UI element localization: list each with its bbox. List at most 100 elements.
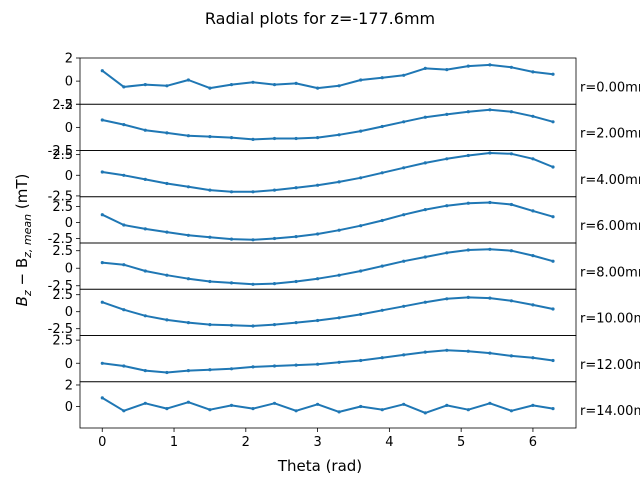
data-point-1-13 [380, 124, 384, 129]
data-point-6-4 [186, 369, 190, 373]
data-point-5-1 [122, 308, 126, 312]
data-point-0-17 [466, 64, 470, 68]
data-point-3-4 [186, 233, 190, 237]
y-tick-label-3-2: 2.5 [52, 200, 73, 215]
data-point-4-20 [531, 254, 535, 258]
data-point-1-0 [100, 118, 104, 122]
data-point-1-11 [337, 133, 341, 137]
data-point-2-13 [380, 171, 384, 175]
data-point-7-5 [208, 408, 212, 412]
data-point-2-4 [186, 185, 190, 189]
data-point-3-8 [272, 236, 277, 241]
data-point-5-13 [380, 308, 384, 312]
data-point-5-5 [208, 323, 212, 327]
data-point-1-7 [251, 137, 255, 141]
data-point-0-16 [445, 68, 449, 72]
data-point-2-7 [251, 190, 255, 194]
data-point-4-12 [359, 269, 363, 273]
data-point-2-8 [272, 188, 277, 192]
y-tick-label-5-2: 2.5 [52, 288, 73, 303]
data-point-1-9 [294, 136, 298, 141]
panel-label-5: r=10.00mm [580, 312, 640, 327]
data-point-5-20 [531, 303, 535, 307]
data-point-6-14 [402, 353, 406, 357]
y-tick-label-6-1: 2.5 [52, 334, 73, 349]
data-point-3-7 [251, 238, 255, 242]
x-tick-label-2: 2 [242, 435, 250, 450]
y-tick-label-4-0: -2.5 [48, 279, 73, 294]
data-point-4-11 [337, 273, 341, 277]
panel-label-4: r=8.00mm [580, 265, 640, 280]
data-point-3-18 [488, 200, 492, 205]
data-point-7-10 [316, 402, 320, 406]
data-point-2-14 [402, 166, 406, 170]
series-line-panel-7 [101, 397, 554, 414]
data-point-3-9 [294, 235, 298, 239]
data-point-3-10 [316, 232, 320, 236]
panel-2: -2.5 0 2.5 r=4.00mm [48, 148, 640, 204]
data-point-6-1 [122, 364, 126, 368]
y-tick-label-4-1: 0 [65, 262, 73, 277]
y-tick-label-3-1: 0 [65, 216, 73, 231]
data-point-7-15 [423, 411, 427, 415]
series-line-panel-2 [102, 152, 554, 193]
y-title-main: B [13, 296, 31, 306]
data-point-4-8 [272, 282, 277, 286]
data-point-7-21 [551, 407, 555, 411]
x-tick-label-6: 6 [529, 435, 537, 450]
x-tick-label-5: 5 [457, 435, 465, 450]
y-tick-label-5-1: 0 [65, 305, 73, 320]
data-point-0-11 [337, 84, 341, 88]
y-tick-label-3-0: -2.5 [48, 232, 73, 247]
series-line-panel-1 [102, 108, 554, 141]
data-point-0-15 [423, 66, 427, 70]
data-point-5-8 [272, 323, 277, 327]
x-axis: 0 1 2 3 4 5 6 [98, 428, 537, 450]
y-tick-label-0-2: 2 [65, 52, 73, 67]
data-point-5-0 [100, 300, 104, 304]
y-tick-label-1-2: 2.5 [52, 98, 73, 113]
data-point-5-4 [186, 321, 190, 325]
data-point-0-21 [551, 72, 555, 76]
data-point-2-16 [445, 157, 449, 161]
data-point-0-14 [402, 73, 406, 77]
data-point-3-12 [359, 224, 363, 228]
data-point-5-18 [488, 296, 492, 300]
data-point-1-2 [143, 128, 147, 132]
figure-title: Radial plots for z=-177.6mm [205, 9, 435, 28]
data-point-4-10 [316, 277, 320, 281]
data-point-3-17 [466, 201, 470, 205]
data-point-6-10 [316, 362, 320, 366]
data-point-5-6 [229, 323, 234, 327]
data-point-7-7 [251, 407, 255, 411]
data-point-5-9 [294, 321, 298, 325]
data-point-6-16 [445, 348, 449, 352]
y-tick-label-6-0: 0 [65, 357, 73, 372]
data-point-1-4 [186, 134, 190, 138]
panel-label-2: r=4.00mm [580, 173, 640, 188]
data-point-1-6 [229, 136, 234, 140]
series-line-panel-6 [102, 349, 554, 374]
x-axis-title: Theta (rad) [277, 457, 362, 475]
data-point-2-17 [466, 153, 470, 158]
data-point-7-17 [466, 408, 470, 412]
data-point-6-2 [143, 369, 147, 373]
data-point-3-6 [229, 237, 234, 241]
x-tick-label-1: 1 [170, 435, 178, 450]
data-point-6-17 [466, 349, 470, 353]
panel-0: -2 0 2 r=0.00mm [60, 52, 640, 113]
data-point-5-3 [165, 318, 169, 322]
series-line-panel-5 [101, 296, 554, 327]
data-point-3-21 [551, 215, 555, 219]
y-tick-label-2-2: 2.5 [52, 148, 73, 163]
data-point-0-12 [359, 78, 363, 82]
y-tick-label-7-0: 0 [65, 400, 73, 415]
data-point-4-2 [143, 269, 147, 273]
data-point-7-9 [294, 409, 298, 413]
data-point-1-10 [316, 136, 320, 140]
data-point-4-0 [100, 261, 104, 265]
data-point-7-8 [272, 401, 277, 405]
panel-frame-6 [79, 335, 577, 383]
data-point-0-18 [488, 63, 492, 67]
data-point-7-1 [122, 409, 126, 413]
